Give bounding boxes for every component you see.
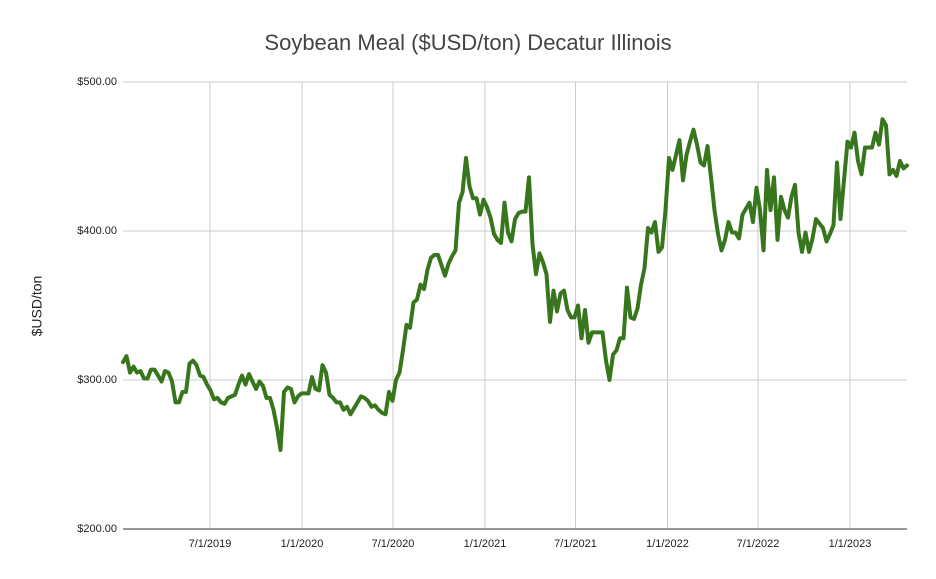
x-tick-label: 1/1/2022	[646, 538, 689, 550]
y-tick-label: $300.00	[77, 374, 117, 386]
y-tick-label: $200.00	[77, 523, 117, 535]
x-tick-label: 7/1/2021	[554, 538, 597, 550]
x-tick-label: 7/1/2022	[737, 538, 780, 550]
x-tick-label: 1/1/2020	[281, 538, 324, 550]
y-tick-label: $400.00	[77, 225, 117, 237]
chart-title: Soybean Meal ($USD/ton) Decatur Illinois	[264, 30, 671, 55]
x-tick-label: 7/1/2020	[372, 538, 415, 550]
price-line	[121, 117, 909, 453]
x-tick-label: 7/1/2019	[189, 538, 232, 550]
x-tick-label: 1/1/2023	[829, 538, 872, 550]
y-tick-label: $500.00	[77, 76, 117, 88]
y-axis-label: $USD/ton	[29, 276, 45, 337]
x-tick-label: 1/1/2021	[464, 538, 507, 550]
